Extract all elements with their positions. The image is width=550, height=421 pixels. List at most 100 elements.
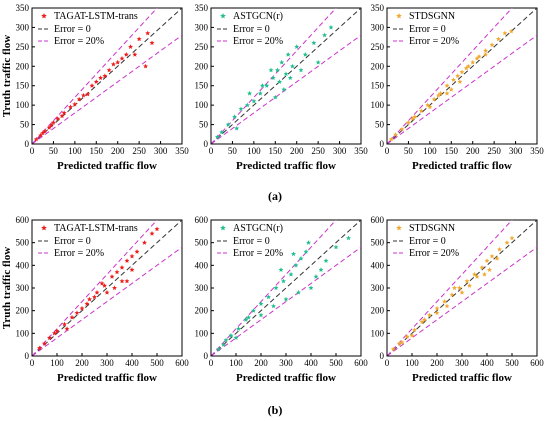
- x-tick-label: 600: [530, 358, 544, 368]
- x-tick-label: 100: [68, 146, 82, 156]
- data-point: [251, 308, 256, 313]
- y-tick-label: 200: [195, 61, 209, 71]
- x-tick-label: 200: [75, 358, 89, 368]
- legend-error20-label: Error = 20%: [54, 248, 104, 259]
- y-tick-label: 300: [16, 283, 30, 293]
- data-point: [124, 258, 130, 263]
- legend-error0-label: Error = 0: [409, 24, 446, 35]
- data-point: [59, 113, 65, 119]
- data-point: [390, 346, 396, 352]
- data-point: [494, 255, 500, 261]
- data-point: [268, 67, 274, 73]
- data-point: [124, 278, 130, 284]
- x-tick-label: 350: [354, 146, 368, 156]
- data-point: [308, 285, 314, 291]
- x-tick-label: 0: [209, 358, 214, 368]
- data-point: [42, 128, 48, 134]
- data-point: [68, 104, 74, 110]
- y-tick-label: 200: [16, 61, 30, 71]
- data-point: [112, 285, 117, 291]
- y-tick-label: 150: [16, 81, 30, 91]
- data-point: [259, 83, 265, 88]
- data-point: [72, 101, 78, 107]
- legend-error0-label: Error = 0: [54, 236, 91, 247]
- data-point: [106, 67, 112, 73]
- y-tick-label: 0: [204, 351, 209, 361]
- x-tick-label: 300: [279, 358, 293, 368]
- data-point: [448, 87, 454, 92]
- legend-marker: [220, 13, 226, 19]
- x-tick-label: 200: [430, 358, 444, 368]
- data-point: [219, 129, 225, 135]
- data-point: [399, 126, 405, 132]
- error-20-upper-line: [211, 220, 337, 356]
- data-point: [393, 132, 399, 137]
- data-point: [483, 52, 489, 57]
- y-tick-label: 600: [16, 215, 30, 225]
- data-point: [302, 52, 308, 57]
- data-point: [397, 340, 402, 346]
- data-point: [46, 125, 52, 130]
- caption-b: (b): [268, 403, 283, 417]
- x-tick-label: 600: [175, 358, 189, 368]
- x-tick-label: 200: [466, 146, 480, 156]
- x-tick-label: 100: [405, 358, 419, 368]
- data-point: [422, 317, 427, 322]
- x-axis-label: Predicted traffic flow: [236, 372, 336, 384]
- x-axis-label: Predicted traffic flow: [57, 372, 157, 384]
- y-tick-label: 0: [380, 351, 385, 361]
- data-point: [281, 87, 287, 92]
- data-point: [287, 75, 293, 81]
- x-tick-label: 250: [132, 146, 146, 156]
- y-tick-label: 100: [371, 328, 385, 338]
- error-20-lower-line: [387, 34, 537, 144]
- y-tick-label: 200: [371, 61, 385, 71]
- data-point: [296, 289, 301, 295]
- data-point: [102, 283, 107, 288]
- data-point: [274, 67, 280, 73]
- y-axis-label: Truth traffic flow: [1, 35, 13, 117]
- data-point: [221, 342, 226, 347]
- error-20-upper-line: [32, 8, 158, 144]
- data-point: [455, 73, 461, 79]
- y-tick-label: 400: [371, 260, 385, 270]
- y-tick-label: 600: [371, 215, 385, 225]
- x-tick-label: 250: [487, 146, 501, 156]
- data-point: [258, 312, 264, 318]
- data-point: [225, 121, 231, 127]
- data-point: [266, 294, 271, 300]
- data-point: [79, 305, 85, 311]
- data-point: [264, 83, 270, 88]
- x-tick-label: 400: [480, 358, 494, 368]
- data-point: [412, 327, 417, 333]
- error-20-lower-line: [211, 34, 361, 144]
- data-point: [427, 104, 433, 110]
- data-point: [102, 73, 108, 79]
- data-point: [323, 258, 329, 263]
- y-tick-label: 400: [16, 260, 30, 270]
- legend-marker: [396, 225, 402, 231]
- data-point: [459, 289, 465, 295]
- plot-area: [387, 8, 537, 144]
- error-20-upper-line: [387, 220, 513, 356]
- data-point: [48, 122, 54, 128]
- data-point: [114, 269, 120, 275]
- y-axis-label: Truth traffic flow: [1, 247, 13, 329]
- error-20-upper-line: [387, 8, 513, 144]
- data-point: [74, 310, 80, 316]
- data-point: [444, 90, 450, 96]
- data-point: [84, 301, 90, 306]
- data-point: [472, 271, 477, 277]
- data-point: [129, 267, 135, 272]
- data-point: [50, 120, 56, 125]
- scatter-panel-6: 0 100 200 300 400 500 600 0 100 200 300 400 500 600 Pr…: [371, 215, 545, 384]
- data-point: [291, 251, 296, 257]
- x-tick-label: 500: [150, 358, 164, 368]
- data-point: [281, 278, 286, 284]
- x-tick-label: 50: [49, 146, 59, 156]
- y-tick-label: 400: [195, 260, 209, 270]
- data-point: [64, 326, 70, 331]
- plot-area: [32, 8, 182, 144]
- data-point: [467, 283, 472, 288]
- data-point: [438, 90, 444, 96]
